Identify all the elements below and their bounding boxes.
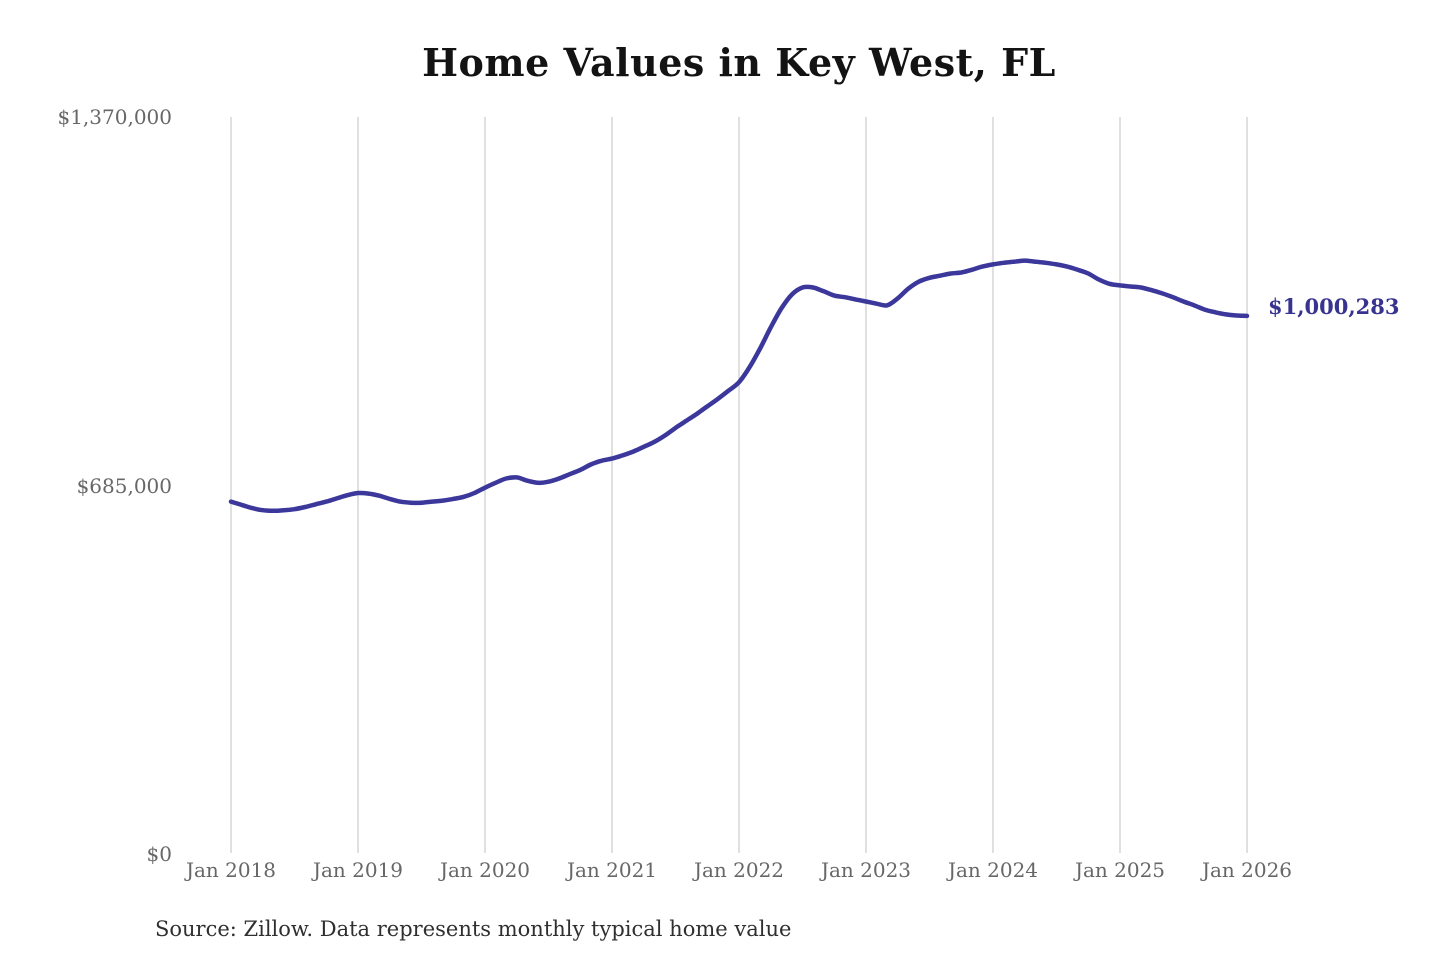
- chart-title: Home Values in Key West, FL: [422, 40, 1056, 85]
- x-tick-label: Jan 2026: [1201, 858, 1293, 882]
- x-tick-label: Jan 2018: [185, 858, 277, 882]
- y-tick-label: $0: [146, 842, 172, 866]
- y-tick-label: $685,000: [76, 473, 172, 498]
- x-tick-label: Jan 2021: [566, 858, 658, 882]
- x-tick-label: Jan 2020: [439, 858, 531, 882]
- x-tick-label: Jan 2023: [820, 858, 912, 882]
- x-tick-label: Jan 2019: [312, 858, 404, 882]
- y-tick-label: $1,370,000: [57, 105, 172, 129]
- source-note: Source: Zillow. Data represents monthly …: [155, 917, 792, 941]
- x-tick-label: Jan 2022: [693, 858, 785, 882]
- x-tick-label: Jan 2024: [947, 858, 1039, 882]
- x-tick-label: Jan 2025: [1074, 858, 1166, 882]
- gridlines: [230, 117, 1248, 853]
- home-value-series-line: [228, 258, 1250, 514]
- latest-value-label: $1,000,283: [1268, 293, 1400, 319]
